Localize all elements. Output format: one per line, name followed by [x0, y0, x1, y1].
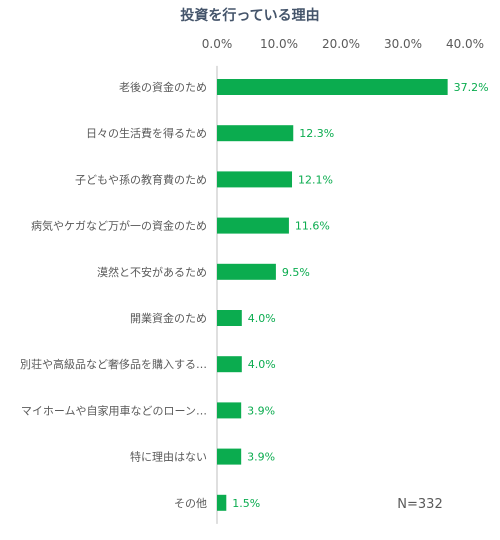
category-label: 漠然と不安があるため: [97, 265, 207, 279]
category-label: 日々の生活費を得るため: [86, 126, 207, 140]
value-label: 37.2%: [454, 81, 489, 94]
value-label: 4.0%: [248, 358, 276, 371]
bar: [217, 448, 242, 465]
x-tick-label: 40.0%: [446, 37, 484, 51]
category-label: マイホームや自家用車などのローン…: [21, 403, 207, 417]
bar: [217, 310, 242, 326]
category-label: 開業資金のため: [130, 311, 207, 325]
value-label: 1.5%: [232, 497, 260, 510]
value-label: 3.9%: [247, 404, 275, 417]
value-label: 4.0%: [248, 312, 276, 325]
category-labels: 老後の資金のため日々の生活費を得るため子どもや孫の教育費のため病気やケガなど万が…: [20, 80, 207, 510]
bar: [217, 494, 227, 511]
category-label: 老後の資金のため: [119, 80, 207, 94]
value-label: 3.9%: [247, 451, 275, 464]
x-axis-ticks: 0.0% 10.0% 20.0% 30.0% 40.0%: [202, 37, 484, 51]
bars: [217, 79, 448, 511]
sample-size-annotation: N=332: [397, 497, 442, 512]
value-label: 11.6%: [295, 220, 330, 233]
x-tick-label: 10.0%: [260, 37, 298, 51]
category-label: その他: [174, 497, 207, 510]
bar: [217, 263, 276, 280]
bar: [217, 356, 242, 373]
category-label: 子どもや孫の教育費のため: [75, 172, 207, 186]
value-labels: 37.2% 12.3% 12.1% 11.6% 9.5% 4.0% 4.0% 3.9% 3.9%…: [232, 81, 488, 510]
value-label: 12.1%: [298, 173, 333, 186]
chart-title: 投資を行っている理由: [180, 7, 319, 24]
value-label: 9.5%: [282, 266, 310, 279]
bar: [217, 79, 448, 95]
bar: [217, 125, 294, 142]
category-label: 別荘や高級品など奢侈品を購入する…: [20, 357, 207, 371]
x-tick-label: 30.0%: [384, 37, 422, 51]
bar: [217, 402, 242, 419]
bar: [217, 171, 293, 188]
x-tick-label: 20.0%: [322, 37, 360, 51]
value-label: 12.3%: [299, 127, 334, 140]
bar: [217, 217, 289, 234]
category-label: 病気やケガなど万が一の資金のため: [31, 219, 207, 233]
x-tick-label: 0.0%: [202, 37, 233, 51]
category-label: 特に理由はない: [130, 450, 207, 464]
